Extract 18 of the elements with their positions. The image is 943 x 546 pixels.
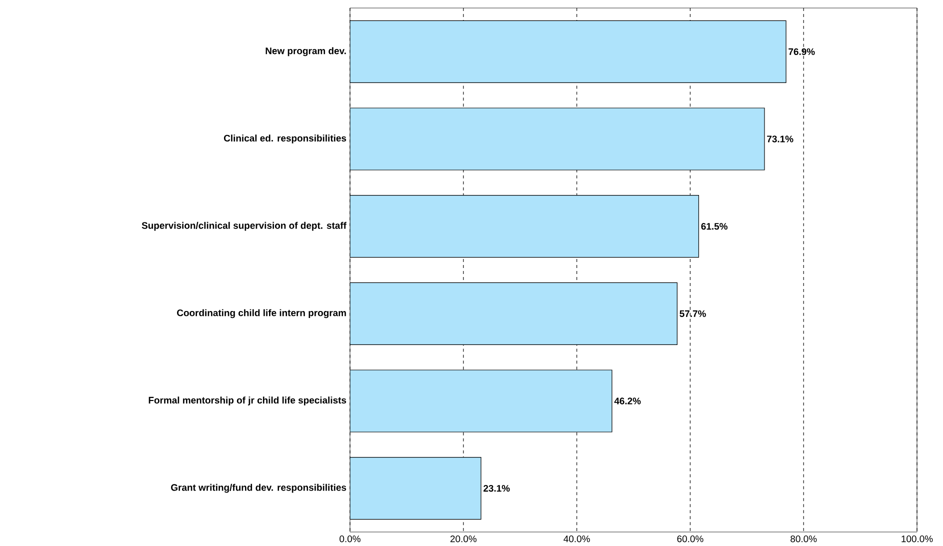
data-label: 46.2% <box>614 398 641 405</box>
y-tick-label: Clinical ed. responsibilities <box>224 134 346 144</box>
y-tick-label: New program dev. <box>266 47 346 56</box>
x-tick-label: 40.0% <box>564 536 590 542</box>
data-label: 73.1% <box>767 136 794 143</box>
data-label: 61.5% <box>701 223 728 230</box>
x-tick-label: 60.0% <box>677 536 704 542</box>
y-tick-label: Grant writing/fund dev. responsibilities <box>171 484 346 493</box>
data-label: 57.7% <box>680 310 706 318</box>
x-tick-label: 0.0% <box>340 536 360 542</box>
data-label: 23.1% <box>484 485 510 492</box>
y-tick-label: Formal mentorship of jr child life specialists <box>148 396 346 406</box>
x-tick-label: 100.0% <box>902 536 933 542</box>
y-tick-label: Supervision/clinical supervision of dept. staff <box>142 222 347 231</box>
y-tick-label: Coordinating child life intern program <box>177 309 346 318</box>
x-tick-label: 20.0% <box>450 536 476 542</box>
x-tick-label: 80.0% <box>790 536 817 542</box>
data-label: 76.9% <box>788 48 815 56</box>
